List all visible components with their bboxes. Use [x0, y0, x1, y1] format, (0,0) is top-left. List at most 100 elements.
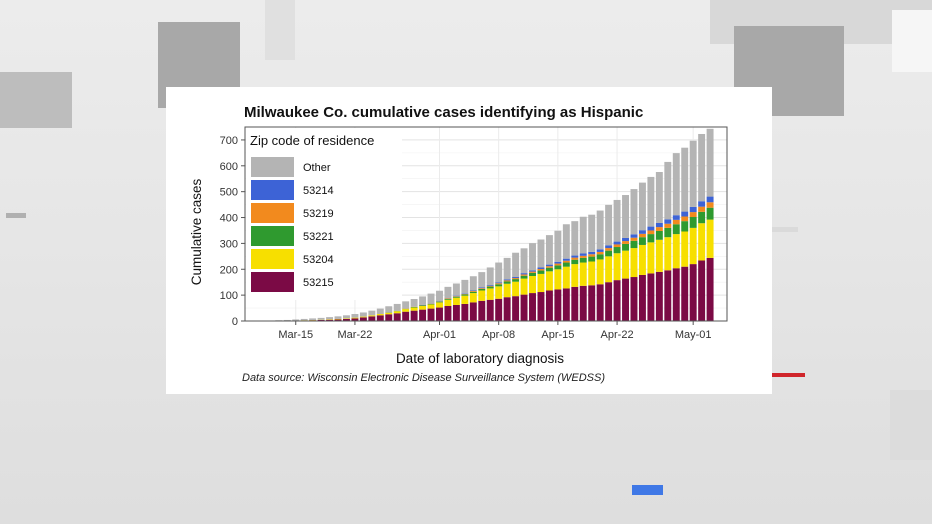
bar-segment-53214 [706, 196, 714, 203]
bar-segment-other [596, 210, 604, 250]
bar-segment-53204 [647, 242, 655, 274]
bar-segment-other [393, 303, 401, 311]
bar-segment-other [647, 176, 655, 227]
bar-segment-53221 [588, 256, 596, 262]
x-axis-label: Date of laboratory diagnosis [396, 351, 564, 366]
bar-segment-53204 [664, 237, 672, 271]
legend-swatch [251, 157, 294, 177]
bar-segment-53214 [698, 201, 706, 207]
bar-segment-53215 [452, 304, 460, 321]
legend-label: 53214 [303, 185, 334, 197]
x-tick-label: Apr-15 [541, 329, 574, 341]
bar-segment-53204 [706, 219, 714, 258]
bar-segment-53215 [698, 260, 706, 321]
bar-segment-53221 [486, 286, 494, 289]
bar-segment-other [410, 299, 418, 307]
bar-segment-53204 [359, 316, 367, 318]
bar-segment-other [495, 262, 503, 283]
legend-label: 53215 [303, 277, 334, 289]
bar-segment-53219 [461, 293, 469, 295]
chart-panel: Milwaukee Co. cumulative cases identifyi… [166, 87, 772, 394]
bar-segment-53214 [512, 277, 520, 279]
x-tick-label: Mar-22 [338, 329, 373, 341]
bar-segment-53214 [664, 219, 672, 224]
bar-segment-other [689, 140, 697, 207]
bar-segment-53219 [444, 298, 452, 300]
bar-segment-53219 [655, 227, 663, 231]
chart-title: Milwaukee Co. cumulative cases identifyi… [244, 104, 643, 121]
bar-segment-53204 [672, 234, 680, 269]
bar-segment-53204 [368, 315, 376, 317]
legend-label: Other [303, 162, 331, 174]
bar-segment-53215 [545, 290, 553, 321]
bar-segment-53215 [317, 319, 325, 321]
bar-segment-53215 [638, 274, 646, 321]
bar-segment-other [579, 216, 587, 254]
bar-segment-53219 [520, 274, 528, 276]
bar-segment-53214 [571, 255, 579, 258]
bar-segment-53215 [579, 285, 587, 321]
bar-segment-other [351, 314, 359, 318]
bar-segment-other [283, 319, 291, 321]
bar-segment-other [385, 306, 393, 313]
x-tick-label: May-01 [675, 329, 712, 341]
bar-segment-53204 [486, 288, 494, 300]
bar-segment-53215 [520, 294, 528, 321]
bar-segment-53204 [605, 256, 613, 283]
bar-segment-53219 [698, 206, 706, 212]
bar-segment-other [571, 221, 579, 256]
bar-segment-53215 [562, 288, 570, 321]
bar-segment-53215 [385, 314, 393, 321]
bar-segment-53215 [376, 315, 384, 321]
bar-segment-53219 [503, 280, 511, 282]
bar-segment-53214 [486, 285, 494, 286]
bar-segment-53204 [655, 239, 663, 272]
bar-segment-53219 [486, 285, 494, 287]
bar-segment-other [292, 319, 300, 321]
bar-segment-53221 [579, 257, 587, 263]
y-tick-label: 100 [220, 290, 238, 302]
bar-segment-53204 [529, 275, 536, 294]
bar-segment-53221 [664, 227, 672, 238]
bar-segment-other [638, 182, 646, 231]
bar-segment-other [681, 147, 689, 212]
bar-segment-53204 [461, 295, 469, 304]
y-tick-label: 600 [220, 161, 238, 173]
legend-swatch [251, 272, 294, 292]
bar-segment-other [630, 189, 638, 235]
bar-segment-53215 [359, 317, 367, 321]
bar-segment-53215 [537, 292, 545, 321]
bar-segment-53204 [512, 281, 520, 297]
bar-segment-53215 [605, 282, 613, 321]
bar-segment-53204 [469, 293, 477, 303]
y-tick-label: 200 [220, 264, 238, 276]
legend-swatch [251, 249, 294, 269]
bar-segment-53221 [529, 272, 536, 276]
bar-segment-53214 [529, 270, 536, 272]
bar-segment-53221 [461, 294, 469, 296]
bg-stripe-right [772, 227, 798, 232]
bar-segment-53204 [545, 271, 553, 291]
bar-segment-53221 [478, 288, 486, 291]
bar-segment-53221 [444, 299, 452, 300]
accent-red-bar [772, 373, 805, 377]
bar-segment-53204 [613, 253, 621, 281]
legend-label: 53204 [303, 254, 334, 266]
bar-segment-53221 [605, 250, 613, 257]
bar-segment-other [376, 308, 384, 315]
bar-segment-53214 [647, 226, 655, 231]
bar-segment-53214 [638, 230, 646, 234]
bar-segment-other [588, 214, 596, 252]
bar-segment-53219 [664, 223, 672, 228]
legend-title: Zip code of residence [250, 133, 374, 148]
bar-segment-other [427, 293, 435, 304]
plot-border [244, 126, 728, 322]
bar-segment-53221 [545, 267, 553, 272]
bar-segment-53221 [520, 275, 528, 279]
bar-segment-53219 [672, 219, 680, 225]
bg-block-top-center [265, 0, 295, 60]
bar-segment-other [317, 317, 325, 320]
bar-segment-53221 [706, 207, 714, 220]
bar-segment-53221 [647, 234, 655, 243]
bar-segment-53204 [419, 305, 427, 310]
